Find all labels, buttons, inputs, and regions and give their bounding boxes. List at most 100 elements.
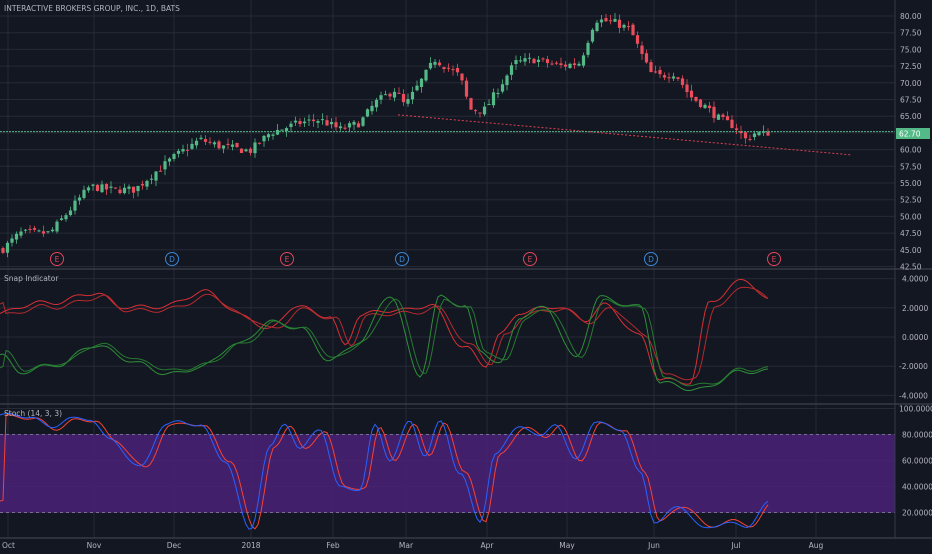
candle-body: [392, 91, 397, 98]
dividend-marker[interactable]: D: [165, 252, 179, 266]
time-tick-label: Mar: [399, 541, 414, 550]
price-tick-label: 80.00: [900, 12, 922, 21]
candlestick-series: [1, 12, 770, 258]
candle-body: [689, 90, 694, 98]
candle-body: [685, 84, 689, 93]
candle-body: [649, 62, 653, 73]
candle-body: [77, 197, 82, 201]
price-tick-label: 55.00: [900, 179, 922, 188]
candle-body: [518, 60, 523, 62]
candle-body: [419, 78, 424, 88]
candle-body: [271, 134, 275, 136]
candle-body: [212, 142, 217, 145]
candle-body: [626, 26, 631, 28]
candle-body: [608, 20, 613, 22]
snap-tick-label: -2.0000: [899, 362, 928, 371]
candle-body: [230, 144, 235, 147]
earnings-marker[interactable]: E: [767, 252, 781, 266]
candle-body: [451, 69, 455, 71]
candle-body: [401, 94, 406, 103]
snap-tick-label: 4.0000: [902, 275, 928, 284]
candle-body: [568, 63, 572, 69]
candle-body: [352, 121, 356, 125]
candle-body: [266, 134, 271, 138]
candle-body: [289, 123, 293, 128]
stoch-tick-label: 40.0000: [902, 483, 932, 492]
candle-body: [302, 121, 307, 124]
candle-body: [82, 189, 86, 198]
candle-body: [604, 18, 608, 22]
candle-body: [199, 137, 203, 139]
candle-body: [1, 248, 5, 253]
stoch-tick-label: 100.0000: [899, 405, 932, 414]
candle-body: [14, 233, 19, 240]
candle-body: [356, 123, 361, 128]
candle-body: [424, 69, 428, 81]
price-tick-label: 60.00: [900, 146, 922, 155]
candle-body: [455, 67, 460, 73]
candle-body: [131, 186, 136, 193]
candle-body: [388, 93, 392, 97]
candle-body: [118, 189, 122, 194]
candle-body: [86, 187, 91, 191]
candle-body: [19, 231, 23, 236]
time-axis[interactable]: Oct Nov Dec 2018 Feb Mar Apr May Jun Jul Aug: [2, 541, 824, 550]
candle-body: [473, 110, 478, 112]
candle-body: [239, 148, 244, 153]
candle-body: [262, 135, 266, 142]
candle-body: [698, 99, 703, 107]
candle-body: [235, 142, 239, 148]
candle-body: [5, 242, 10, 253]
candle-body: [217, 141, 221, 149]
candle-body: [676, 77, 680, 79]
candle-body: [397, 92, 401, 94]
candle-body: [320, 119, 325, 121]
candle-body: [415, 85, 419, 91]
candle-body: [28, 228, 32, 230]
dividend-marker[interactable]: D: [644, 252, 658, 266]
candle-body: [325, 120, 329, 126]
candle-body: [248, 148, 253, 153]
candle-body: [617, 19, 622, 28]
candle-body: [433, 61, 437, 65]
earnings-marker[interactable]: E: [523, 252, 537, 266]
candle-body: [365, 109, 370, 117]
dividend-marker[interactable]: D: [395, 252, 409, 266]
earnings-marker[interactable]: E: [280, 252, 294, 266]
candle-body: [293, 120, 298, 123]
price-tick-label: 57.50: [900, 162, 922, 171]
candle-body: [469, 98, 473, 110]
snap-axis[interactable]: 4.0000 2.0000 0.0000 -2.0000 -4.0000: [899, 275, 928, 401]
candle-body: [68, 210, 73, 216]
candle-body: [766, 131, 770, 136]
snap-indicator-lines: [0, 278, 769, 391]
stoch-lines: [0, 412, 895, 530]
earnings-marker[interactable]: E: [50, 252, 64, 266]
price-tick-label: 45.00: [900, 246, 922, 255]
candle-body: [379, 95, 383, 100]
candle-body: [208, 141, 212, 143]
candle-body: [343, 127, 347, 129]
candle-body: [446, 67, 451, 69]
candle-body: [716, 114, 721, 120]
svg-text:D: D: [399, 255, 405, 264]
candle-body: [464, 80, 469, 97]
candle-body: [671, 76, 676, 79]
candle-body: [334, 122, 338, 128]
price-tick-label: 52.50: [900, 196, 922, 205]
pane-dividers[interactable]: [0, 0, 932, 539]
time-tick-label: Oct: [2, 541, 15, 550]
stoch-title: Stoch (14, 3, 3): [4, 409, 62, 418]
candle-body: [707, 105, 712, 109]
symbol-title: INTERACTIVE BROKERS GROUP, INC., 1D, BAT…: [4, 4, 180, 13]
candle-body: [644, 53, 649, 63]
candle-body: [145, 180, 149, 187]
candle-body: [734, 128, 739, 130]
candle-body: [743, 132, 748, 139]
stoch-axis[interactable]: 100.0000 80.0000 60.0000 40.0000 20.0000: [899, 405, 932, 518]
candle-body: [505, 75, 509, 86]
candle-body: [172, 154, 176, 159]
price-tick-label: 70.00: [900, 79, 922, 88]
